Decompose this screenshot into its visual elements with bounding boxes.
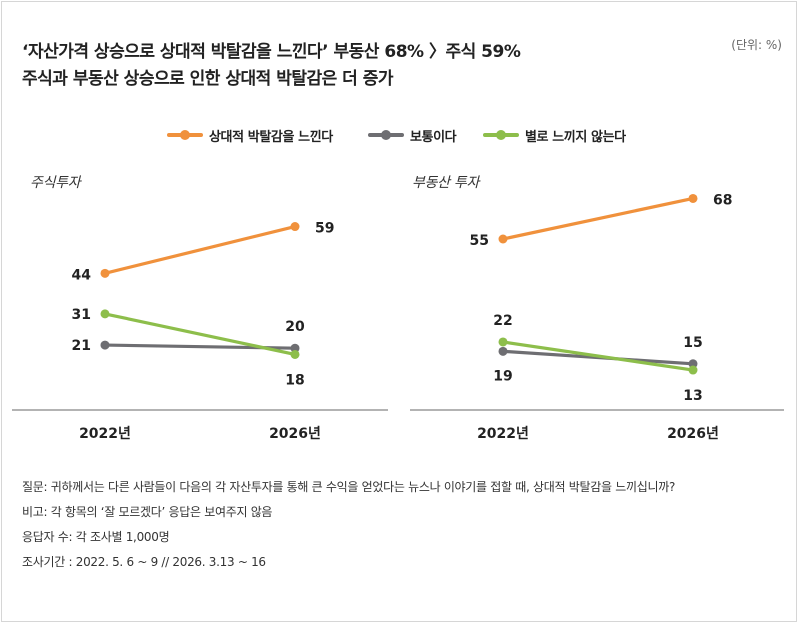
stocks-point-not-deprived [100,309,110,319]
real-estate-series-line-feel-deprived [501,196,695,241]
stocks-series-line-feel-deprived [103,224,297,275]
chart-title-line1: ‘자산가격 상승으로 상대적 박탈감을 느낀다’ 부동산 68% 〉주식 59% [22,42,521,62]
real-estate-point-neutral [688,359,698,369]
legend-swatch-orange [167,130,203,140]
real-estate-point-feel-deprived [688,193,698,203]
real-estate-point-not-deprived [688,365,698,375]
stocks-data-label-not-deprived: 31 [72,307,91,323]
footnote-remark: 비고: 각 항목의 ‘잘 모르겠다’ 응답은 보여주지 않음 [22,505,273,519]
legend-marker-green [496,130,506,140]
footnotes: 질문: 귀하께서는 다른 사람들이 다음의 각 자산투자를 통해 큰 수익을 얻… [22,478,675,578]
legend-label: 별로 느끼지 않는다 [525,129,626,145]
unit-label: (단위: %) [731,38,782,52]
real-estate-point-neutral [498,346,508,356]
legend-item-neutral: 보통이다 [368,125,457,145]
footnote-respondents: 응답자 수: 각 조사별 1,000명 [22,530,170,544]
real-estate-data-label-not-deprived: 22 [493,313,512,329]
legend-marker-gray [381,130,391,140]
legend-swatch-green [483,130,519,140]
chart-title-line2: 주식과 부동산 상승으로 인한 상대적 박탈감은 더 증가 [22,69,394,89]
real-estate-data-label-neutral: 15 [683,335,702,351]
stocks-point-not-deprived [290,349,300,359]
stocks-tick-label: 2022년 [79,426,131,442]
panel-title-stocks: 주식투자 [30,175,81,191]
stocks-point-feel-deprived [100,268,110,278]
legend-item-feel-deprived: 상대적 박탈감을 느낀다 [167,125,333,145]
legend-item-not-deprived: 별로 느끼지 않는다 [483,125,626,145]
real-estate-data-label-not-deprived: 13 [683,388,702,404]
footnote-period: 조사기간 : 2022. 5. 6 ~ 9 // 2026. 3.13 ~ 16 [22,555,266,569]
stocks-data-label-neutral: 20 [285,319,305,335]
legend: 상대적 박탈감을 느낀다 보통이다 별로 느끼지 않는다 [0,125,800,145]
stocks-point-feel-deprived [290,222,300,232]
real-estate-tick-label: 2026년 [667,426,719,442]
real-estate-series-line-not-deprived [501,340,695,372]
stocks-data-label-feel-deprived: 59 [315,221,334,237]
real-estate-point-not-deprived [498,337,508,347]
footnote-question: 질문: 귀하께서는 다른 사람들이 다음의 각 자산투자를 통해 큰 수익을 얻… [22,480,676,494]
panel-title-real-estate: 부동산 투자 [412,175,480,191]
stocks-point-neutral [100,340,110,350]
stocks-data-label-not-deprived: 18 [285,372,304,388]
real-estate-tick-label: 2022년 [477,426,529,442]
line-charts: 2022년 2026년 44 59 21 20 31 18 2022년 2026년 55 68 19 15… [12,192,784,442]
stocks-point-neutral [290,343,300,353]
real-estate-data-label-feel-deprived: 68 [713,192,732,208]
stocks-data-label-neutral: 21 [72,338,91,354]
stocks-tick-label: 2026년 [269,426,321,442]
stocks-series-line-not-deprived [103,312,297,357]
real-estate-data-label-neutral: 19 [493,368,512,384]
stocks-data-label-feel-deprived: 44 [72,267,92,283]
legend-label: 상대적 박탈감을 느낀다 [209,129,333,145]
real-estate-data-label-feel-deprived: 55 [470,233,489,249]
legend-swatch-gray [368,130,404,140]
legend-marker-orange [180,130,190,140]
real-estate-point-feel-deprived [498,234,508,244]
legend-label: 보통이다 [410,129,457,145]
